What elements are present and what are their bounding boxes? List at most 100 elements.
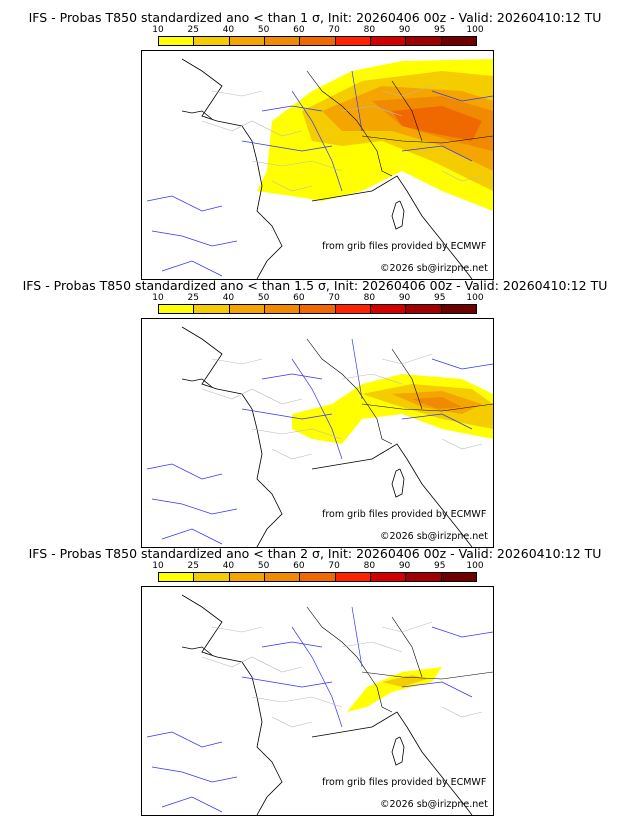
colorbar-swatch bbox=[406, 37, 442, 45]
colorbar-tick-label: 100 bbox=[466, 25, 484, 35]
river bbox=[161, 796, 223, 813]
admin-boundary bbox=[211, 90, 263, 97]
probability-area bbox=[347, 667, 442, 712]
colorbar-tick-label: 90 bbox=[398, 293, 411, 303]
map-canvas bbox=[146, 594, 493, 815]
admin-boundary bbox=[441, 438, 483, 450]
admin-boundary bbox=[341, 641, 403, 653]
admin-boundary bbox=[201, 120, 303, 137]
admin-boundary bbox=[271, 716, 313, 728]
map-canvas bbox=[146, 58, 493, 279]
river bbox=[241, 676, 333, 688]
admin-boundary bbox=[341, 373, 403, 385]
coastline bbox=[181, 110, 213, 120]
admin-boundary bbox=[211, 358, 263, 365]
copyright-text: ©2026 sb@irizpne.net bbox=[380, 263, 488, 274]
river bbox=[351, 606, 363, 668]
colorbar-tick-label: 50 bbox=[257, 25, 270, 35]
colorbar-swatch bbox=[370, 37, 407, 45]
admin-boundary bbox=[271, 180, 313, 192]
river bbox=[146, 195, 223, 212]
colorbar bbox=[158, 572, 477, 582]
map-panel-3: IFS - Probas T850 standardized ano < tha… bbox=[0, 536, 630, 816]
river bbox=[146, 463, 223, 480]
colorbar-tick-label: 100 bbox=[466, 293, 484, 303]
probability-area bbox=[392, 106, 482, 141]
probability-area bbox=[382, 675, 427, 687]
admin-boundary bbox=[381, 85, 433, 97]
panel-title: IFS - Probas T850 standardized ano < tha… bbox=[22, 278, 608, 293]
river bbox=[431, 626, 493, 638]
colorbar-swatch bbox=[441, 37, 476, 45]
colorbar-swatch bbox=[406, 573, 442, 581]
colorbar-swatch bbox=[264, 37, 301, 45]
border bbox=[361, 671, 493, 680]
colorbar-tick-label: 80 bbox=[363, 293, 376, 303]
colorbar-tick-label: 25 bbox=[187, 25, 199, 35]
colorbar-swatch bbox=[159, 305, 195, 313]
admin-boundary bbox=[201, 656, 303, 673]
colorbar-swatch bbox=[335, 573, 371, 581]
source-credit: from grib files provided by ECMWF bbox=[322, 777, 487, 788]
colorbar-tick-label: 80 bbox=[363, 561, 376, 571]
admin-boundary bbox=[251, 696, 343, 708]
border bbox=[361, 135, 493, 144]
coastline bbox=[311, 443, 473, 547]
colorbar-swatch bbox=[264, 305, 301, 313]
panel-title: IFS - Probas T850 standardized ano < tha… bbox=[28, 546, 602, 561]
colorbar-tick-label: 60 bbox=[293, 293, 305, 303]
admin-boundary bbox=[211, 626, 263, 633]
colorbar-tick-label: 100 bbox=[466, 561, 484, 571]
source-credit: from grib files provided by ECMWF bbox=[322, 509, 487, 520]
colorbar-swatch bbox=[194, 573, 230, 581]
border bbox=[391, 348, 423, 410]
probability-area bbox=[412, 397, 462, 409]
river bbox=[401, 145, 473, 162]
colorbar-ticks: 10 25 40 50 60 70 80 90 95 100 bbox=[152, 561, 483, 571]
admin-boundary bbox=[381, 621, 433, 633]
colorbar-swatch bbox=[229, 305, 265, 313]
colorbar-ticks: 10 25 40 50 60 70 80 90 95 100 bbox=[152, 293, 483, 303]
colorbar-tick-label: 70 bbox=[328, 25, 340, 35]
coastline bbox=[181, 378, 213, 388]
copyright-text: ©2026 sb@irizpne.net bbox=[380, 799, 488, 810]
colorbar-swatch bbox=[441, 305, 476, 313]
colorbar-tick-label: 95 bbox=[434, 25, 446, 35]
coastline bbox=[311, 175, 473, 279]
admin-boundary bbox=[251, 160, 343, 172]
colorbar-tick-label: 90 bbox=[398, 561, 411, 571]
river bbox=[241, 408, 333, 420]
colorbar-swatch bbox=[441, 573, 476, 581]
border bbox=[306, 70, 393, 177]
colorbar-swatch bbox=[300, 305, 336, 313]
river bbox=[151, 230, 238, 247]
river bbox=[431, 358, 493, 370]
border bbox=[391, 616, 423, 678]
colorbar-tick-label: 10 bbox=[152, 561, 164, 571]
river bbox=[261, 641, 323, 648]
colorbar-swatch bbox=[300, 573, 336, 581]
colorbar-tick-label: 80 bbox=[363, 25, 376, 35]
admin-boundary bbox=[201, 388, 303, 405]
river bbox=[241, 140, 333, 152]
island-corsica bbox=[391, 736, 405, 766]
admin-boundary bbox=[271, 448, 313, 460]
colorbar-tick-label: 95 bbox=[434, 293, 446, 303]
river bbox=[431, 90, 493, 102]
colorbar-tick-label: 10 bbox=[152, 25, 164, 35]
source-credit: from grib files provided by ECMWF bbox=[322, 241, 487, 252]
colorbar-tick-label: 50 bbox=[257, 561, 270, 571]
colorbar-swatch bbox=[194, 37, 230, 45]
colorbar-tick-label: 50 bbox=[257, 293, 270, 303]
border bbox=[361, 403, 493, 412]
coastline bbox=[181, 646, 213, 656]
map-canvas bbox=[146, 326, 493, 547]
river bbox=[291, 626, 343, 728]
colorbar-tick-label: 40 bbox=[222, 293, 235, 303]
river bbox=[261, 373, 323, 380]
colorbar-swatch bbox=[229, 37, 265, 45]
colorbar-swatch bbox=[406, 305, 442, 313]
colorbar-tick-label: 40 bbox=[222, 561, 235, 571]
border bbox=[306, 338, 393, 445]
coastline bbox=[181, 594, 283, 815]
